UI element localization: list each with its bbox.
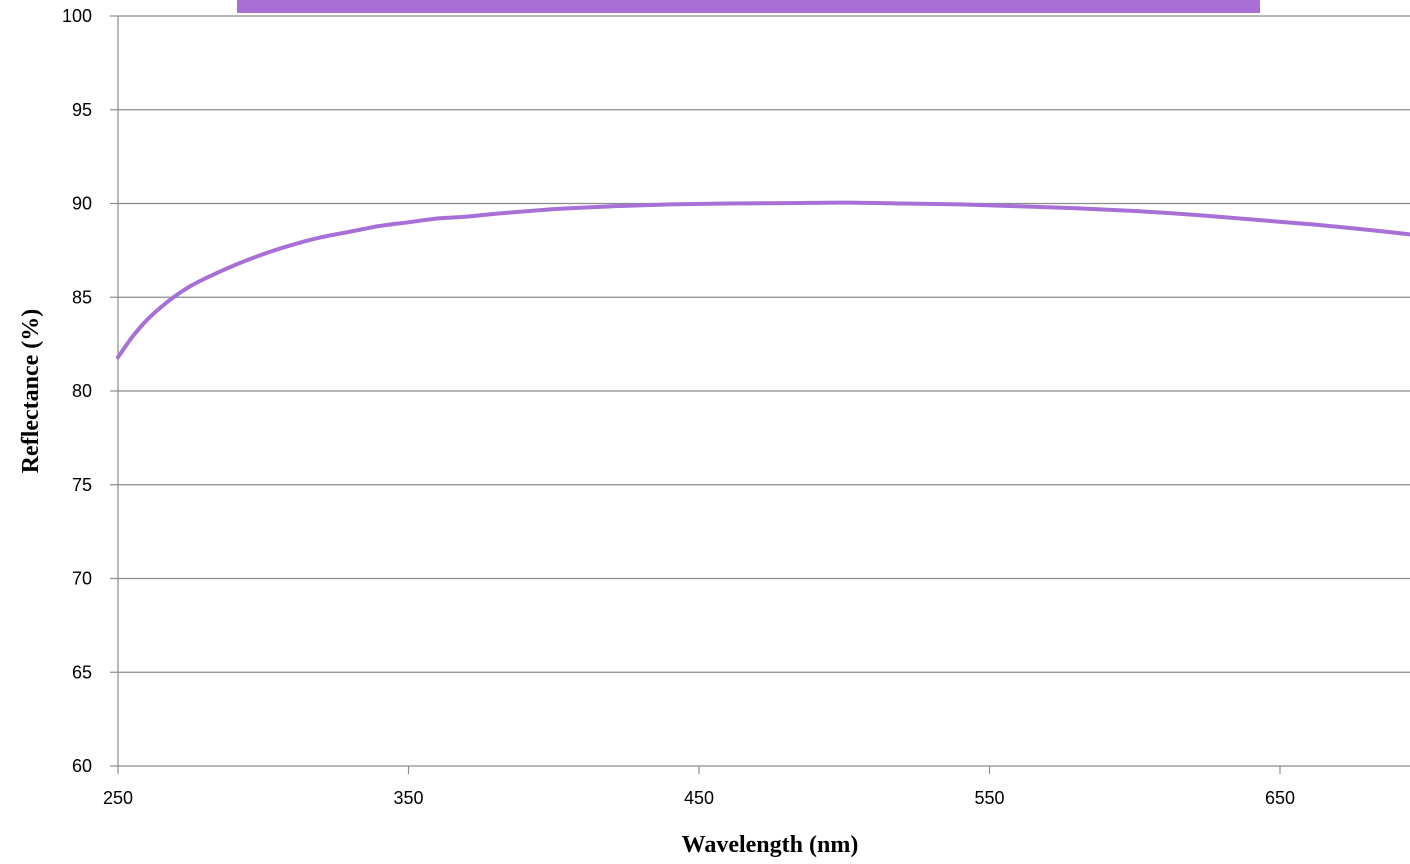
series-line-reflectance xyxy=(116,200,1410,360)
y-tick-label: 60 xyxy=(72,756,92,776)
grid-lines xyxy=(118,15,1410,673)
y-tick-label: 100 xyxy=(62,6,92,26)
y-tick-label: 75 xyxy=(72,475,92,495)
x-axis-tick-labels: 250 350 450 550 650 xyxy=(103,766,1295,808)
y-axis-tick-labels: 60 65 70 75 80 85 90 95 100 xyxy=(62,6,118,776)
y-tick-label: 70 xyxy=(72,569,92,589)
legend-color-bar xyxy=(237,0,1260,13)
y-tick-label: 80 xyxy=(72,381,92,401)
x-axis-title: Wavelength (nm) xyxy=(682,832,859,858)
y-tick-label: 90 xyxy=(72,194,92,214)
y-tick-label: 65 xyxy=(72,662,92,682)
y-tick-label: 95 xyxy=(72,100,92,120)
x-tick-label: 550 xyxy=(974,788,1004,808)
x-tick-label: 450 xyxy=(684,788,714,808)
x-tick-label: 650 xyxy=(1265,788,1295,808)
x-tick-label: 250 xyxy=(103,788,133,808)
y-axis-title: Reflectance (%) xyxy=(18,309,44,474)
y-tick-label: 85 xyxy=(72,287,92,307)
x-tick-label: 350 xyxy=(393,788,423,808)
